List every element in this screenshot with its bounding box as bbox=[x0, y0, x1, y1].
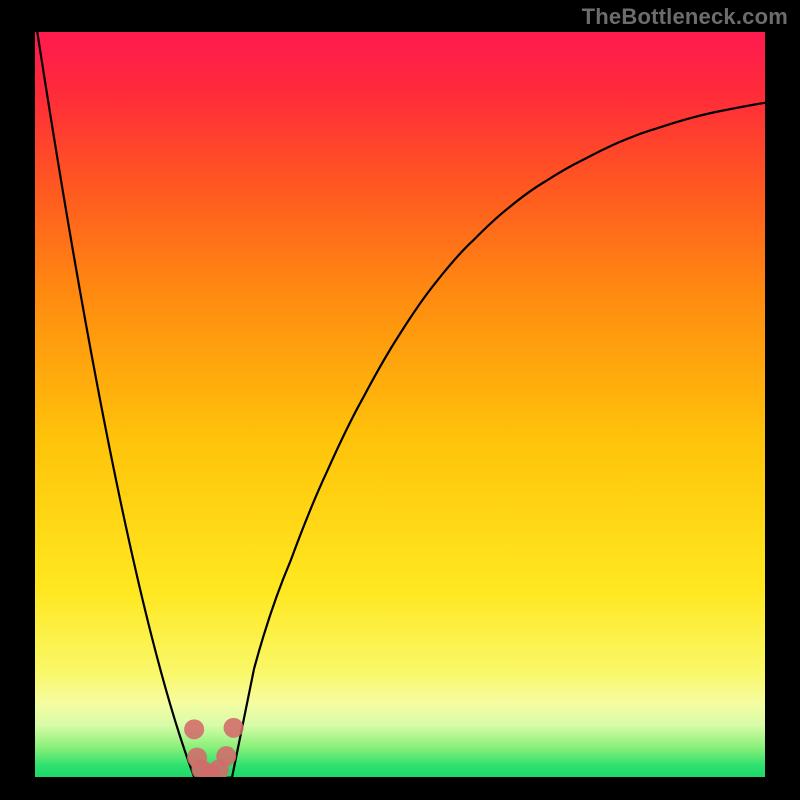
gradient-plot-area bbox=[35, 32, 765, 777]
optimal-marker bbox=[216, 746, 236, 766]
optimal-marker bbox=[184, 719, 204, 739]
bottleneck-chart bbox=[0, 0, 800, 800]
watermark-text: TheBottleneck.com bbox=[582, 4, 788, 30]
optimal-marker bbox=[224, 718, 244, 738]
